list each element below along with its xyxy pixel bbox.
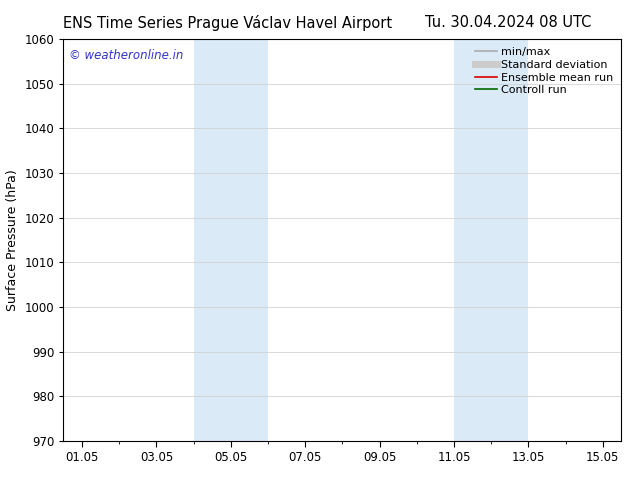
Bar — [454, 39, 528, 441]
Text: ENS Time Series Prague Václav Havel Airport: ENS Time Series Prague Václav Havel Airp… — [63, 15, 392, 31]
Y-axis label: Surface Pressure (hPa): Surface Pressure (hPa) — [6, 169, 19, 311]
Text: Tu. 30.04.2024 08 UTC: Tu. 30.04.2024 08 UTC — [425, 15, 591, 30]
Legend: min/max, Standard deviation, Ensemble mean run, Controll run: min/max, Standard deviation, Ensemble me… — [472, 45, 616, 98]
Bar — [193, 39, 268, 441]
Text: © weatheronline.in: © weatheronline.in — [69, 49, 183, 62]
